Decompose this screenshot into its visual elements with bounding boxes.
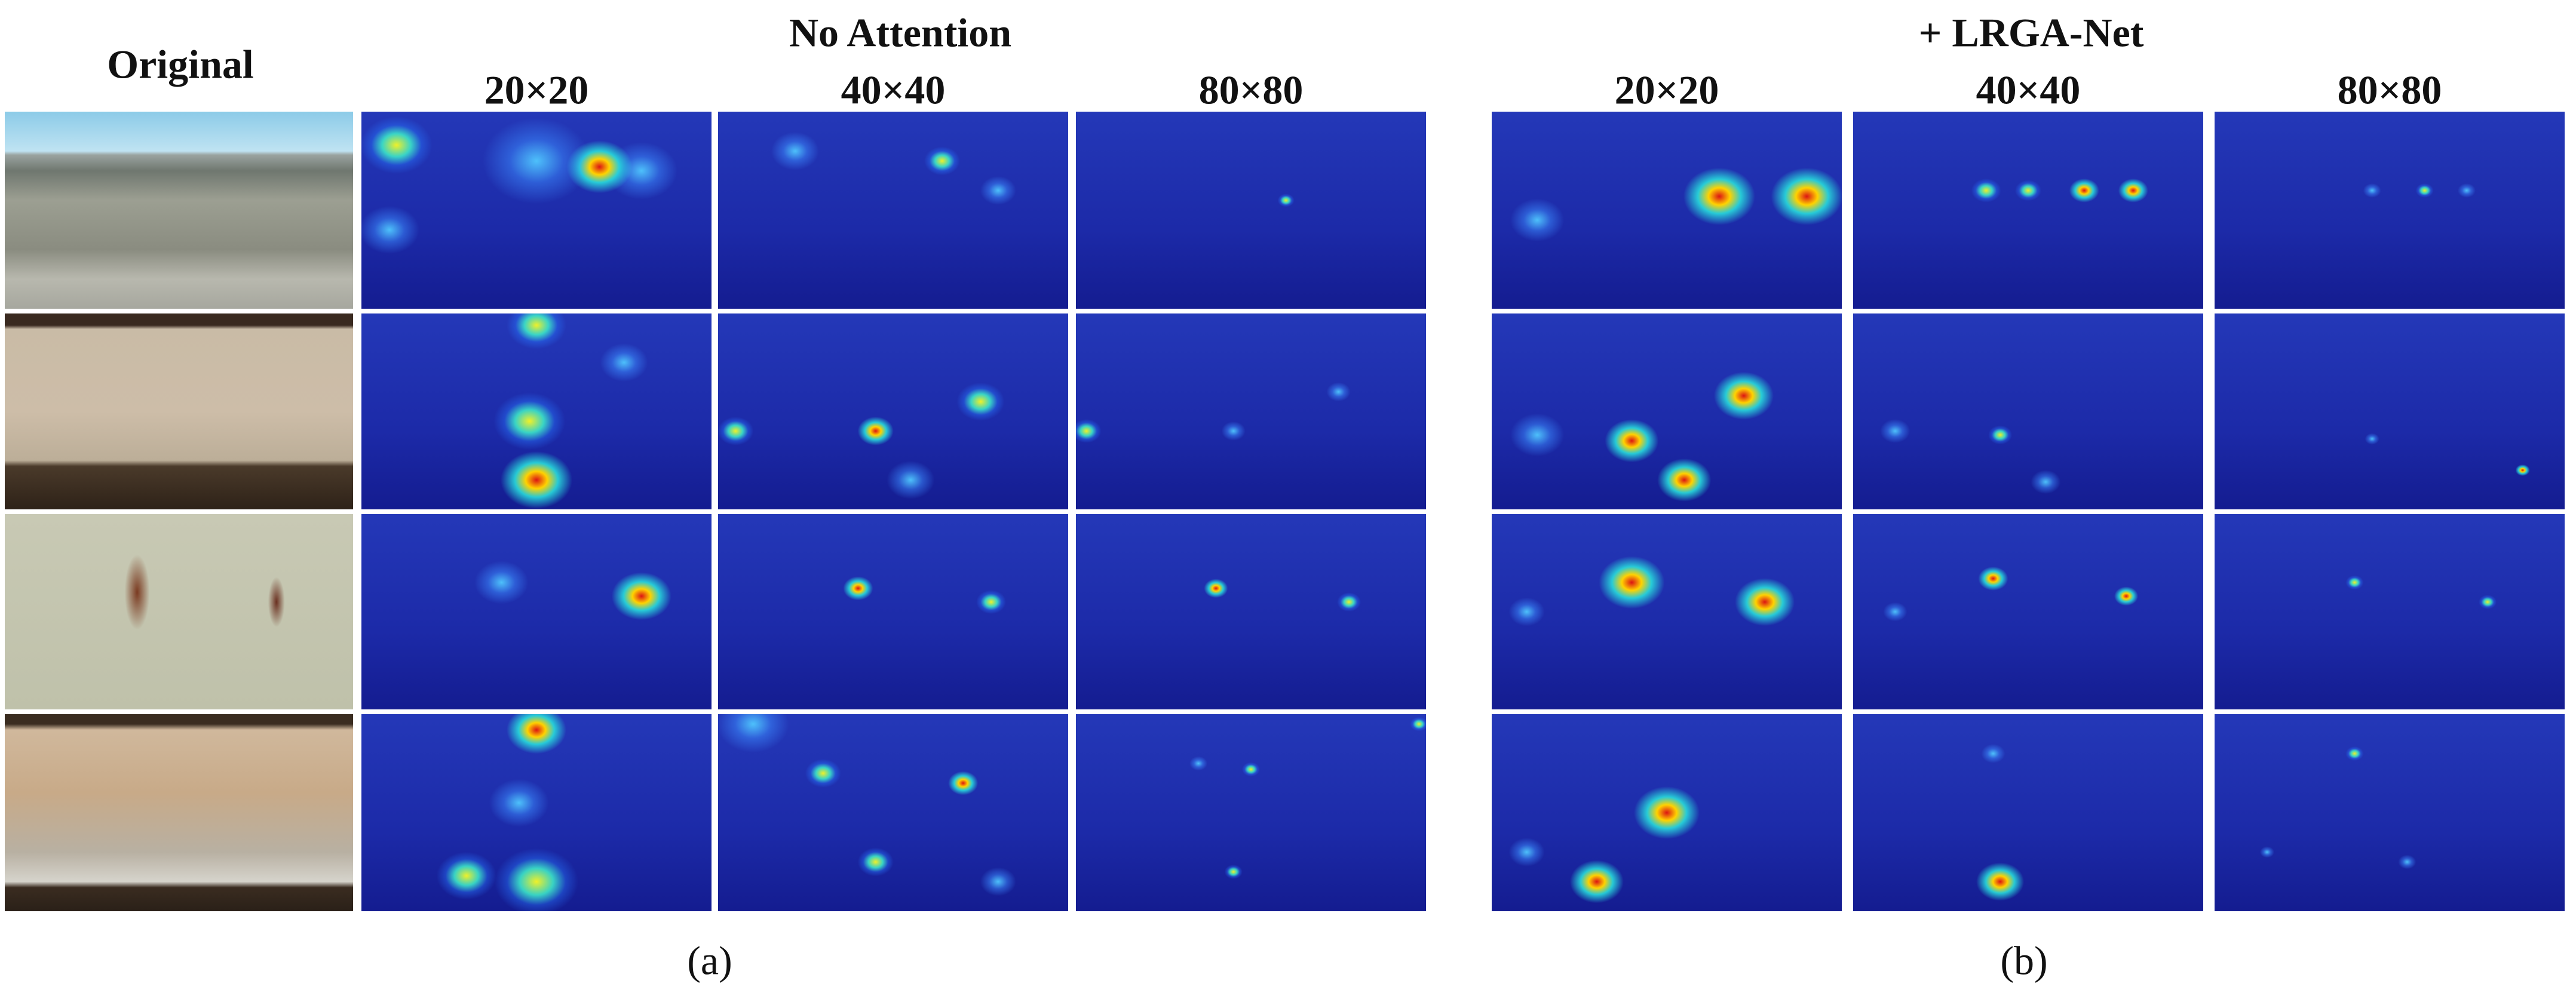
panel-title: No Attention [789, 10, 1012, 56]
heatmap-image [361, 714, 712, 911]
heatmap-image [1076, 313, 1426, 509]
heatmap-image [361, 313, 712, 509]
column-header: 40×40 [1976, 67, 2081, 113]
heatmap-image [1492, 714, 1842, 911]
panel-title: + LRGA-Net [1918, 10, 2144, 56]
panel-caption: (a) [687, 937, 732, 983]
heatmap-image [1492, 313, 1842, 509]
heatmap-image [2215, 313, 2565, 509]
original-image [5, 514, 353, 709]
original-header: Original [107, 41, 254, 87]
original-image [5, 313, 353, 509]
heatmap-image [1076, 714, 1426, 911]
heatmap-image [1492, 514, 1842, 709]
column-header: 40×40 [841, 67, 946, 113]
original-image [5, 112, 353, 309]
column-header: 20×20 [484, 67, 589, 113]
heatmap-image [718, 313, 1068, 509]
heatmap-image [718, 112, 1068, 309]
column-header: 80×80 [1198, 67, 1304, 113]
heatmap-image [1076, 514, 1426, 709]
heatmap-image [718, 714, 1068, 911]
heatmap-image [1853, 313, 2203, 509]
heatmap-image [1853, 714, 2203, 911]
column-header: 20×20 [1614, 67, 1719, 113]
original-image [5, 714, 353, 911]
heatmap-image [1853, 112, 2203, 309]
heatmap-image [1492, 112, 1842, 309]
heatmap-image [361, 514, 712, 709]
heatmap-image [2215, 714, 2565, 911]
panel-caption: (b) [2000, 937, 2048, 983]
heatmap-image [2215, 514, 2565, 709]
heatmap-image [1076, 112, 1426, 309]
heatmap-image [1853, 514, 2203, 709]
heatmap-image [2215, 112, 2565, 309]
column-header: 80×80 [2337, 67, 2442, 113]
heatmap-image [361, 112, 712, 309]
heatmap-image [718, 514, 1068, 709]
